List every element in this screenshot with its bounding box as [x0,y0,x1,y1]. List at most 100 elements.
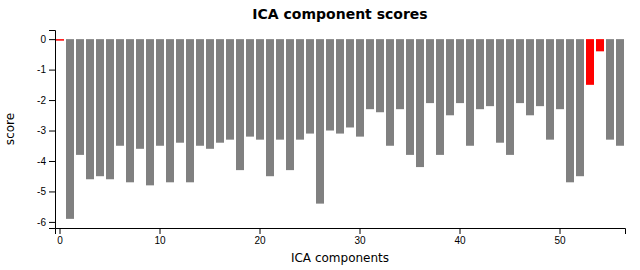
bar [256,39,264,140]
bar [606,39,614,140]
bar [296,39,304,140]
bar [306,39,314,133]
x-tick: 30 [354,228,366,246]
y-tick-label: -2 [37,95,46,106]
bar [466,39,474,146]
bar [196,39,204,146]
bar [106,39,114,179]
bar [136,39,144,149]
bar [76,39,84,155]
x-tick: 20 [254,228,266,246]
x-tick: 50 [554,228,566,246]
bar [166,39,174,182]
y-tick-mark [49,161,55,162]
y-tick-mark [49,70,55,71]
x-tick-mark [460,228,461,234]
bar [396,39,404,109]
x-tick-label: 40 [454,235,466,246]
bar [386,39,394,146]
y-tick: -6 [37,217,55,228]
bar [116,39,124,146]
y-tick-label: -3 [37,125,46,136]
bar [366,39,374,109]
y-tick: 0 [40,34,55,45]
x-tick: 0 [57,228,63,246]
y-tick: -5 [37,186,55,197]
bar [506,39,514,155]
bar [436,39,444,155]
x-tick-label: 50 [554,235,566,246]
y-tick: -2 [37,95,55,106]
x-tick-label: 0 [57,235,63,246]
bar [56,39,64,41]
bar [566,39,574,182]
bar [176,39,184,143]
y-tick-label: 0 [40,34,46,45]
bar [526,39,534,115]
bar [516,39,524,103]
y-tick-mark [49,222,55,223]
y-tick-mark [49,39,55,40]
y-tick-label: -1 [37,64,46,75]
bar [546,39,554,140]
x-tick-label: 30 [354,235,366,246]
x-axis: 0 10 20 30 40 50 [56,228,626,246]
x-axis-line [56,229,626,235]
bar [536,39,544,106]
bar [456,39,464,103]
y-tick: -3 [37,125,55,136]
bar [206,39,214,149]
bar [586,39,594,85]
x-tick-label: 10 [154,235,166,246]
x-tick: 40 [454,228,466,246]
y-tick-mark [49,131,55,132]
y-tick: -4 [37,156,55,167]
y-tick-label: -6 [37,217,46,228]
bar [336,39,344,133]
y-axis-line [49,31,56,229]
bar [416,39,424,167]
bar [226,39,234,140]
bar [446,39,454,115]
x-tick-mark [560,228,561,234]
x-tick-mark [60,228,61,234]
y-tick-label: -4 [37,156,46,167]
bar [276,39,284,140]
y-tick-label: -5 [37,186,46,197]
bar [186,39,194,182]
y-tick-mark [49,191,55,192]
bar [316,39,324,203]
x-tick-mark [360,228,361,234]
bar [86,39,94,179]
bar [476,39,484,109]
y-tick: -1 [37,64,55,75]
bar [356,39,364,136]
bar [246,39,254,136]
x-axis-title: ICA components [291,251,389,265]
y-axis-title: score [3,113,17,145]
bar [496,39,504,143]
bar [406,39,414,155]
bar [556,39,564,109]
bars [56,39,624,219]
bar [266,39,274,176]
chart: 0 10 20 30 40 50 -6 -5 -4 -3 -2 -1 0 ICA component sc… [0,0,640,270]
y-tick-mark [49,100,55,101]
bar [616,39,624,146]
bar [216,39,224,143]
bar [596,39,604,51]
bar [156,39,164,146]
x-tick-mark [260,228,261,234]
bar [96,39,104,176]
title: ICA component scores [252,6,427,22]
x-tick: 10 [154,228,166,246]
x-tick-mark [160,228,161,234]
bar [486,39,494,106]
bar [286,39,294,170]
bar [376,39,384,112]
bar [346,39,354,127]
bar [146,39,154,185]
y-axis: -6 -5 -4 -3 -2 -1 0 [37,31,55,229]
bar [66,39,74,219]
bar [236,39,244,170]
